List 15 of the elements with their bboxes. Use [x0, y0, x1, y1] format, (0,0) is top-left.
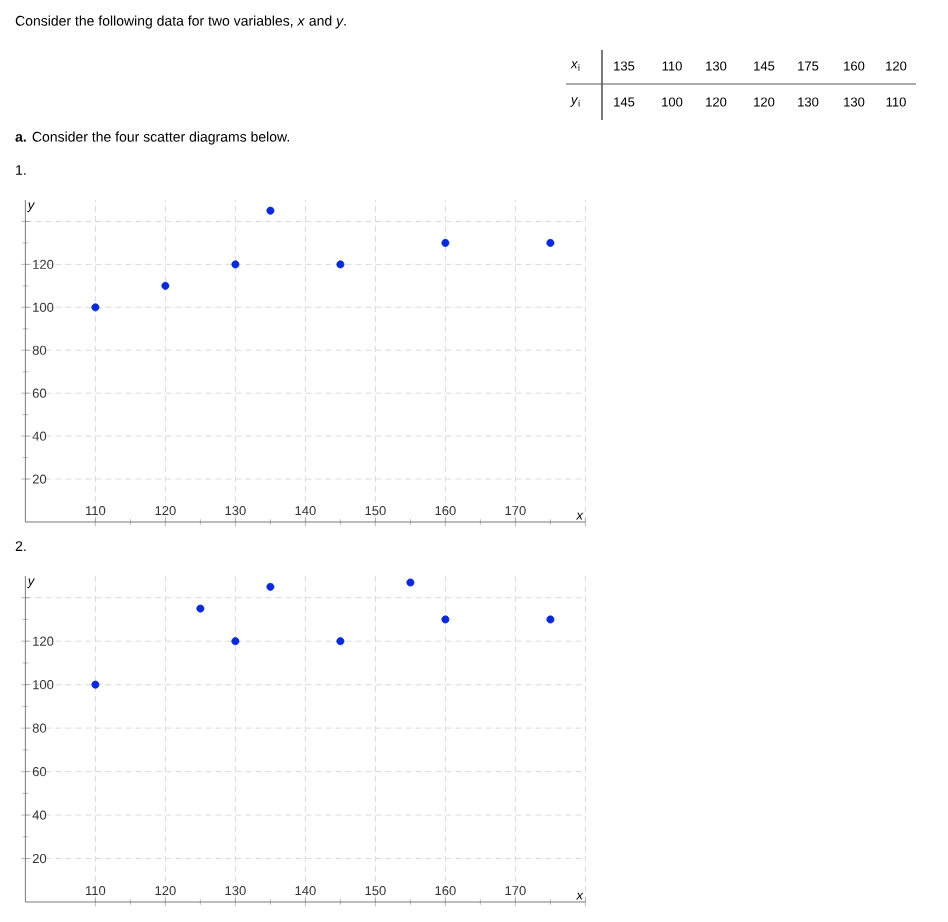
- point: [266, 206, 275, 215]
- point: [441, 615, 450, 624]
- point: [231, 260, 240, 269]
- point: [161, 281, 170, 290]
- point: [336, 637, 345, 646]
- point: [91, 680, 100, 689]
- point: [441, 238, 450, 247]
- point: [196, 604, 205, 613]
- point: [406, 578, 415, 587]
- point: [266, 582, 275, 591]
- point: [546, 615, 555, 624]
- point: [336, 260, 345, 269]
- point: [91, 303, 100, 312]
- point: [231, 637, 240, 646]
- point: [546, 238, 555, 247]
